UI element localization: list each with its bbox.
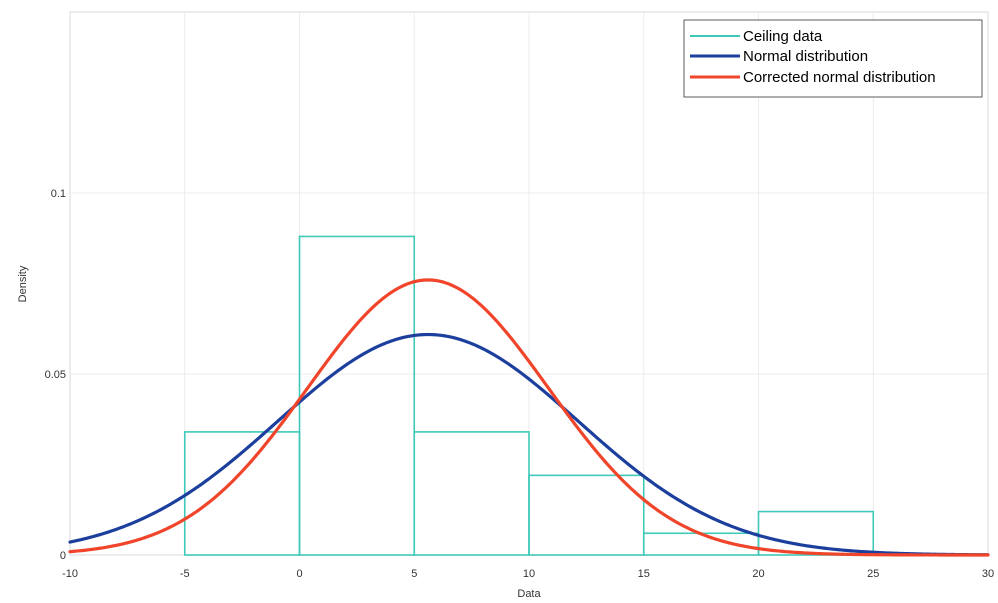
x-axis-ticks: -10 -5 0 5 10 15 20 25 30 <box>62 568 994 580</box>
x-tick-label: 25 <box>867 568 879 580</box>
distribution-curves <box>68 278 990 557</box>
histogram-bar <box>528 474 645 556</box>
y-axis-label: Density <box>17 265 29 302</box>
x-tick-label: -5 <box>180 568 190 580</box>
y-tick-label: 0.05 <box>45 369 66 381</box>
y-axis-ticks: 0 0.05 0.1 <box>45 188 66 562</box>
x-tick-label: 5 <box>411 568 417 580</box>
histogram-bars <box>183 235 875 556</box>
y-tick-label: 0.1 <box>51 188 66 200</box>
legend-box <box>683 19 983 98</box>
legend: Ceiling data Normal distribution Correct… <box>683 19 983 98</box>
legend-label-normal-distribution: Normal distribution <box>743 48 868 65</box>
y-tick-label: 0 <box>60 550 66 562</box>
x-tick-label: 15 <box>638 568 650 580</box>
legend-label-corrected-normal-distribution: Corrected normal distribution <box>743 69 936 86</box>
x-tick-label: -10 <box>62 568 78 580</box>
x-tick-label: 30 <box>982 568 994 580</box>
histogram-bar <box>298 235 416 556</box>
series-line-corrected-normal-distribution <box>68 278 990 557</box>
x-tick-label: 10 <box>523 568 535 580</box>
x-axis-label: Data <box>517 588 541 600</box>
legend-label-ceiling-data: Ceiling data <box>743 28 823 45</box>
x-tick-label: 20 <box>752 568 764 580</box>
series-line-normal-distribution <box>68 332 990 557</box>
x-tick-label: 0 <box>296 568 302 580</box>
